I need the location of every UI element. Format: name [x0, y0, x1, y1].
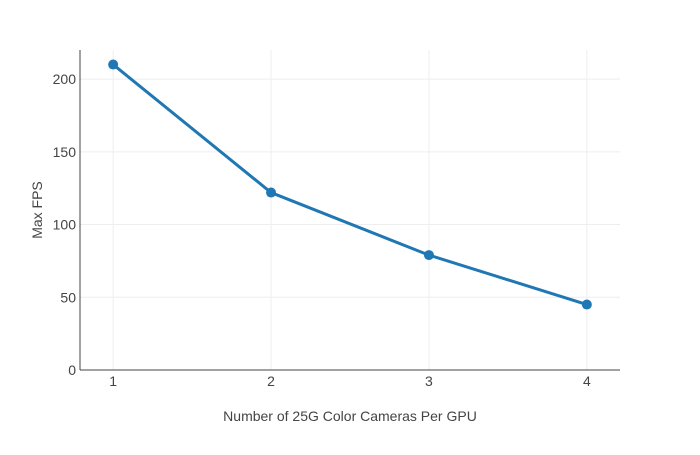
y-tick-label: 100 — [53, 217, 77, 233]
y-tick-label: 50 — [60, 289, 76, 305]
y-tick-label: 150 — [53, 144, 77, 160]
y-axis-title: Max FPS — [29, 181, 45, 239]
x-tick-label: 4 — [583, 373, 591, 389]
y-tick-label: 200 — [53, 71, 77, 87]
x-tick-labels: 1 2 3 4 — [109, 373, 591, 389]
series-line — [112, 63, 588, 306]
grid-lines — [80, 50, 620, 370]
data-point — [423, 250, 434, 261]
data-point — [108, 59, 119, 70]
series — [108, 59, 592, 310]
y-tick-label: 0 — [68, 362, 76, 378]
x-tick-label: 1 — [109, 373, 117, 389]
x-tick-label: 2 — [267, 373, 275, 389]
y-tick-labels: 0 50 100 150 200 — [53, 71, 77, 378]
x-axis-title: Number of 25G Color Cameras Per GPU — [223, 408, 477, 424]
axes — [79, 50, 620, 371]
data-point — [581, 299, 592, 310]
x-tick-label: 3 — [425, 373, 433, 389]
data-point — [266, 187, 277, 198]
